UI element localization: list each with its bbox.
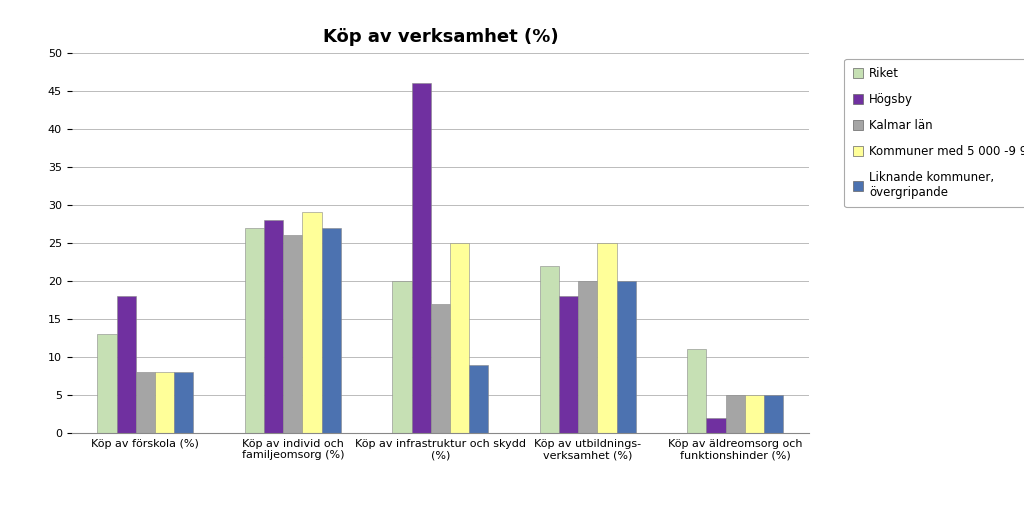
Bar xyxy=(245,228,264,433)
Title: Köp av verksamhet (%): Köp av verksamhet (%) xyxy=(323,27,558,46)
Bar xyxy=(302,212,322,433)
Bar xyxy=(264,220,284,433)
Bar xyxy=(744,395,764,433)
Bar xyxy=(616,281,636,433)
Bar xyxy=(97,334,117,433)
Bar xyxy=(174,372,194,433)
Bar xyxy=(431,304,450,433)
Bar xyxy=(392,281,412,433)
Bar xyxy=(559,296,579,433)
Bar xyxy=(764,395,783,433)
Bar xyxy=(136,372,155,433)
Bar xyxy=(284,235,302,433)
Bar xyxy=(707,418,726,433)
Bar xyxy=(412,83,431,433)
Bar xyxy=(579,281,597,433)
Bar xyxy=(322,228,341,433)
Legend: Riket, Högsby, Kalmar län, Kommuner med 5 000 -9 999 inv, Liknande kommuner,
öve: Riket, Högsby, Kalmar län, Kommuner med … xyxy=(845,59,1024,207)
Bar xyxy=(469,364,488,433)
Bar xyxy=(597,243,616,433)
Bar xyxy=(155,372,174,433)
Bar xyxy=(540,266,559,433)
Bar xyxy=(450,243,469,433)
Bar xyxy=(726,395,744,433)
Bar xyxy=(687,350,707,433)
Bar xyxy=(117,296,136,433)
